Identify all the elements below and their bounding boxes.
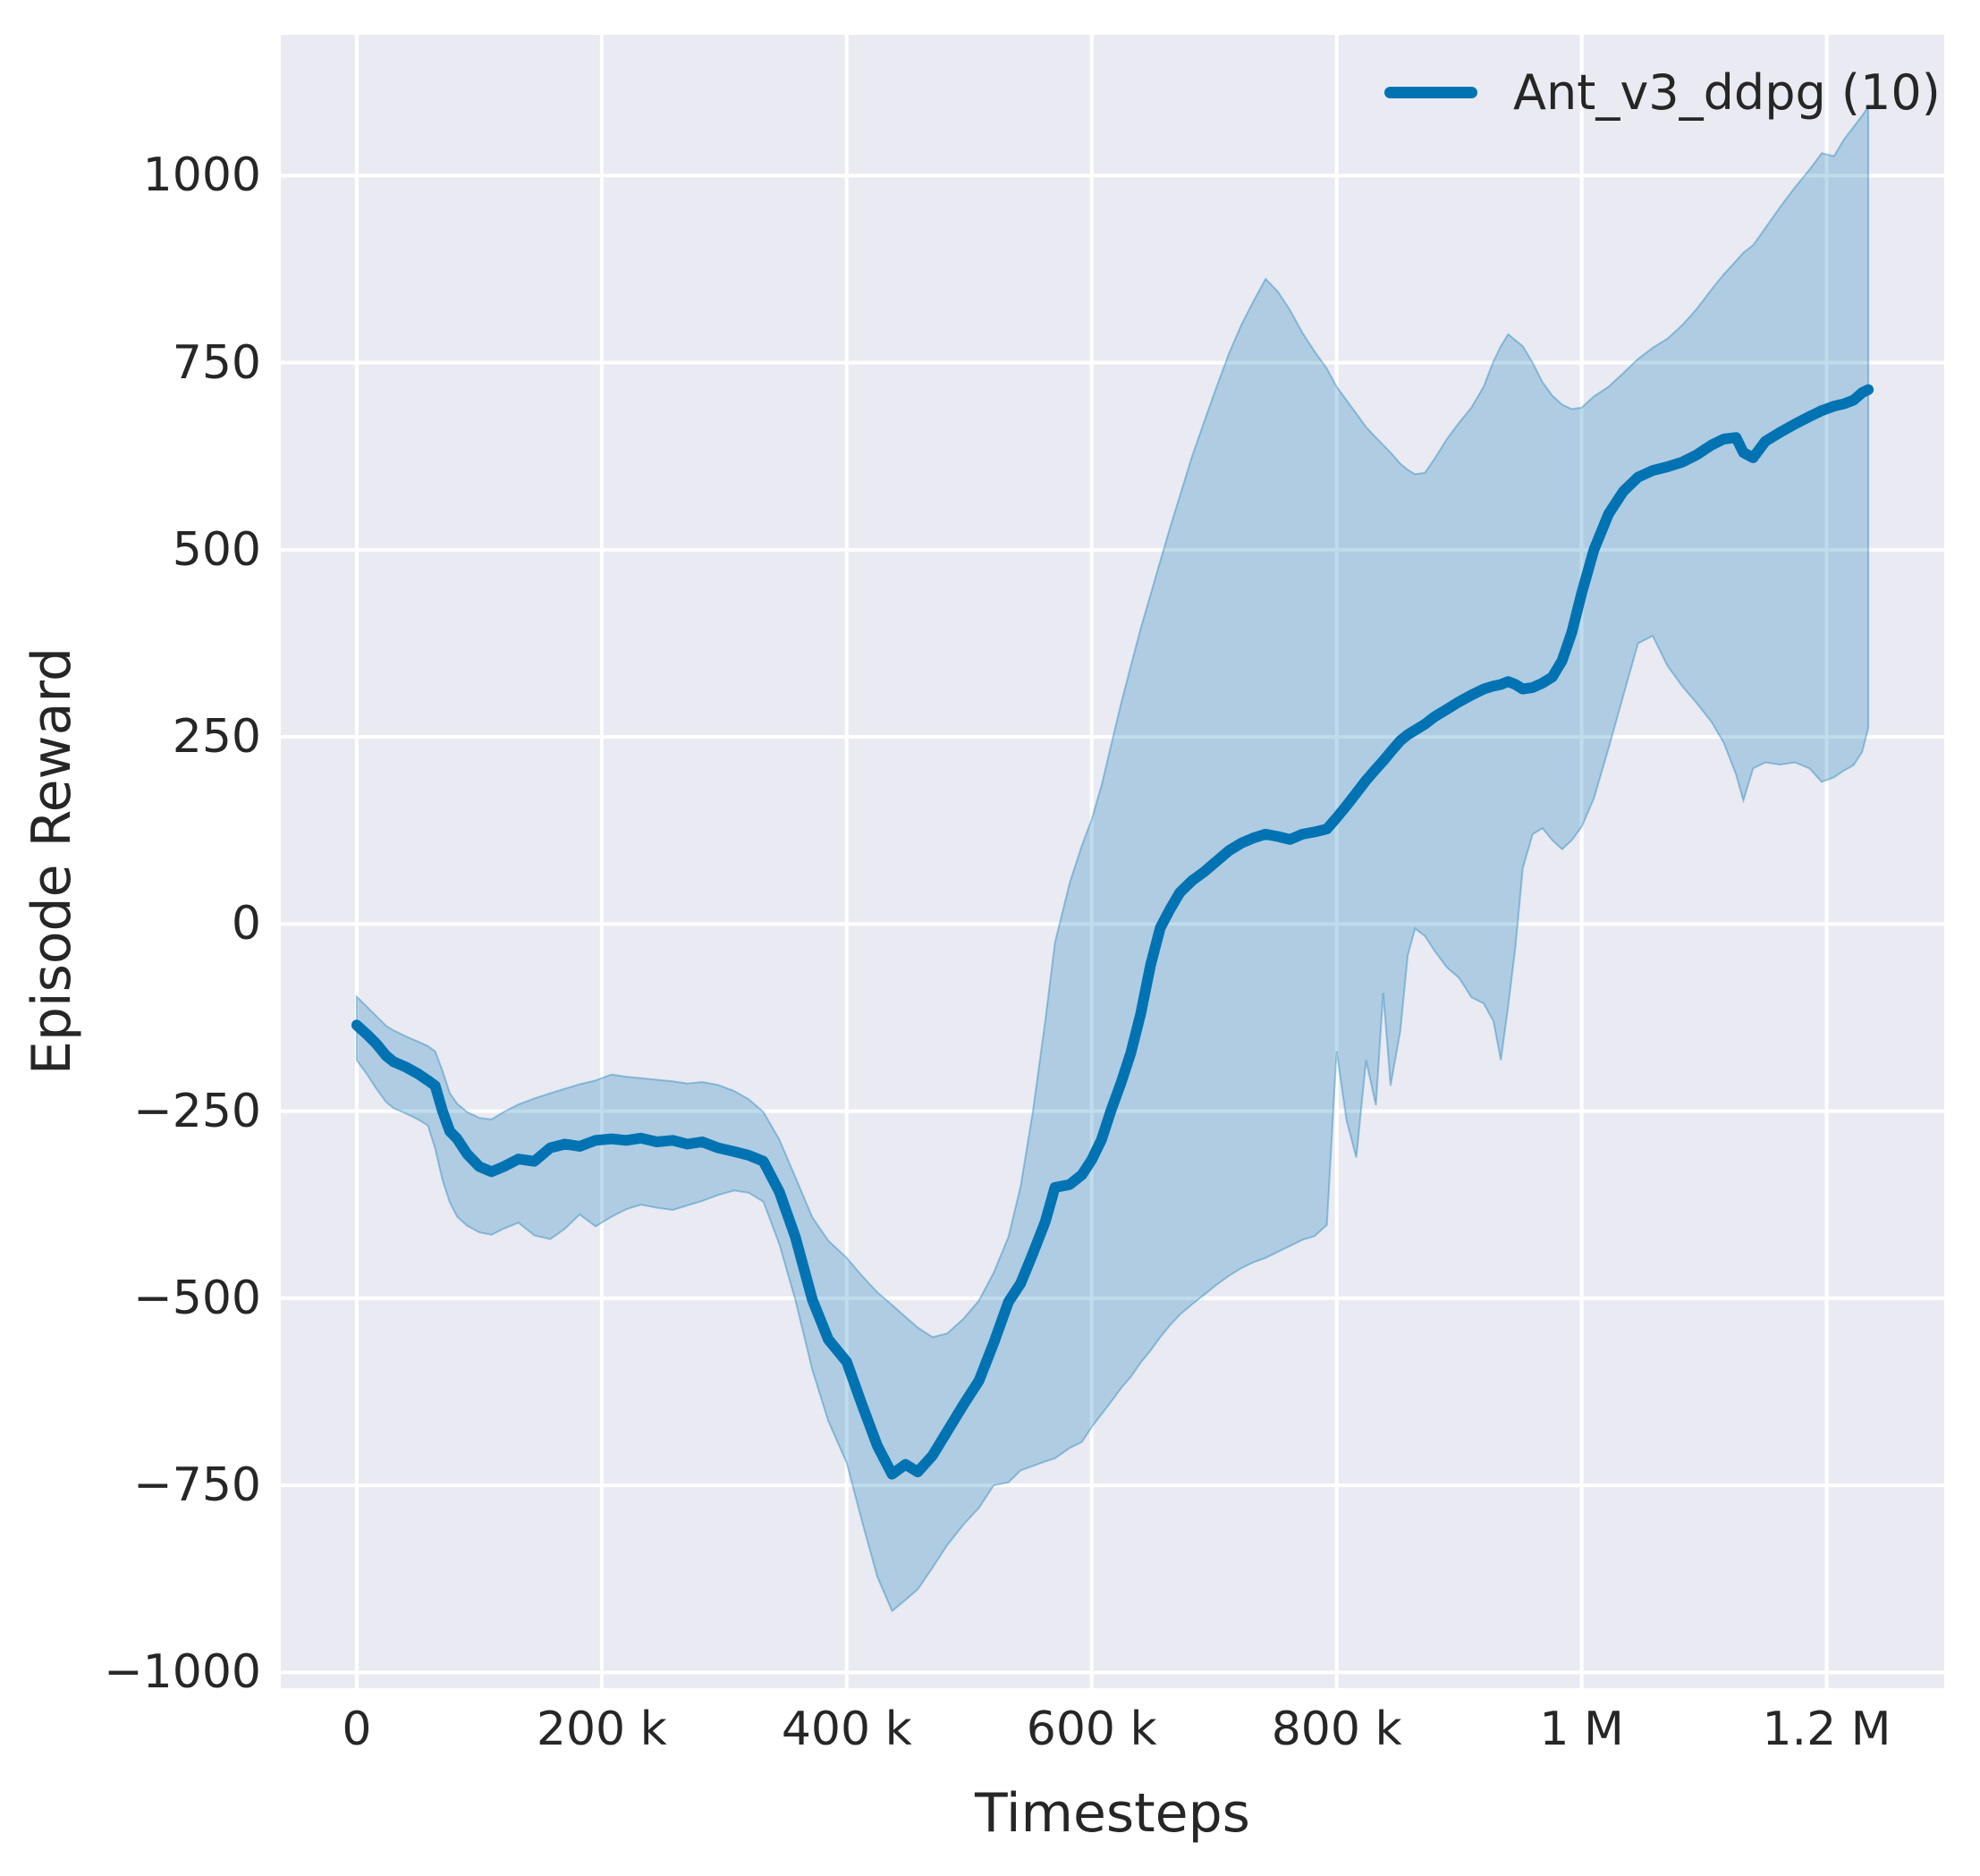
confidence-band xyxy=(355,104,1870,1613)
y-tick-label: −500 xyxy=(133,1271,261,1325)
mean-line xyxy=(351,384,1874,1480)
x-tick-label: 800 k xyxy=(1271,1703,1402,1756)
x-axis-label: Timesteps xyxy=(975,1782,1250,1845)
x-tick-label: 1 M xyxy=(1539,1703,1624,1756)
y-axis-label: Episode Reward xyxy=(21,646,83,1076)
x-tick-label: 0 xyxy=(342,1703,372,1756)
y-tick-label: 0 xyxy=(231,897,261,951)
y-tick-label: 1000 xyxy=(142,148,261,203)
legend: Ant_v3_ddpg (10) xyxy=(1384,64,1941,121)
plot-background xyxy=(281,35,1944,1688)
legend-line-swatch xyxy=(1384,87,1477,98)
y-tick-label: −250 xyxy=(133,1084,261,1138)
y-tick-label: 250 xyxy=(172,710,261,765)
y-tick-label: 750 xyxy=(172,335,261,390)
legend-label: Ant_v3_ddpg (10) xyxy=(1513,64,1941,121)
x-tick-label: 600 k xyxy=(1026,1703,1157,1756)
y-tick-label: −750 xyxy=(133,1458,261,1513)
x-tick-label: 200 k xyxy=(536,1703,667,1756)
y-tick-label: −1000 xyxy=(104,1645,261,1700)
x-tick-label: 400 k xyxy=(781,1703,912,1756)
y-tick-label: 500 xyxy=(172,522,261,577)
x-tick-label: 1.2 M xyxy=(1762,1703,1891,1756)
